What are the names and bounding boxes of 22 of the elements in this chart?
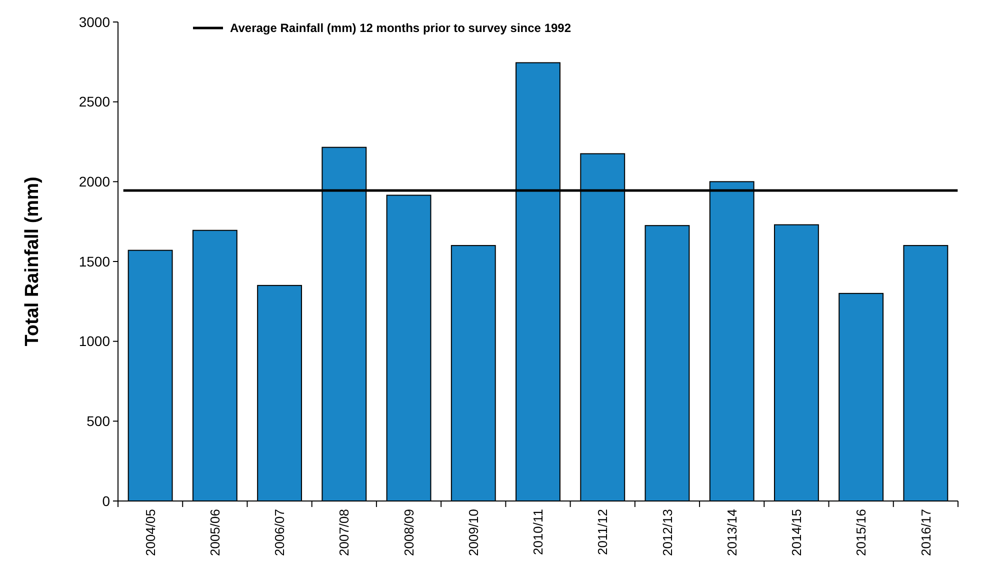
y-tick-label: 2500 xyxy=(78,94,110,110)
y-axis-title: Total Rainfall (mm) xyxy=(22,176,43,346)
legend-label: Average Rainfall (mm) 12 months prior to survey since 1992 xyxy=(230,21,572,36)
x-tick-label: 2008/09 xyxy=(401,509,416,556)
x-tick-label: 2014/15 xyxy=(789,509,804,556)
y-tick-label: 1500 xyxy=(78,253,110,270)
y-tick-label: 0 xyxy=(102,492,110,509)
x-tick-label: 2011/12 xyxy=(595,509,610,556)
x-tick-label: 2013/14 xyxy=(724,509,740,556)
y-tick-label: 3000 xyxy=(78,14,110,30)
x-tick-label: 2006/07 xyxy=(272,509,288,556)
x-tick-label: 2010/11 xyxy=(530,509,546,556)
x-tick-label: 2007/08 xyxy=(336,509,352,556)
y-tick-label: 500 xyxy=(86,413,110,430)
x-tick-label: 2004/05 xyxy=(142,509,158,556)
x-tick-label: 2005/06 xyxy=(207,509,222,556)
x-tick-label: 2015/16 xyxy=(854,509,869,556)
x-tick-label: 2009/10 xyxy=(466,509,481,556)
y-tick-label: 1000 xyxy=(78,333,110,350)
x-tick-label: 2012/13 xyxy=(660,509,675,556)
y-tick-label: 2000 xyxy=(78,174,110,190)
x-tick-label: 2016/17 xyxy=(918,509,934,556)
